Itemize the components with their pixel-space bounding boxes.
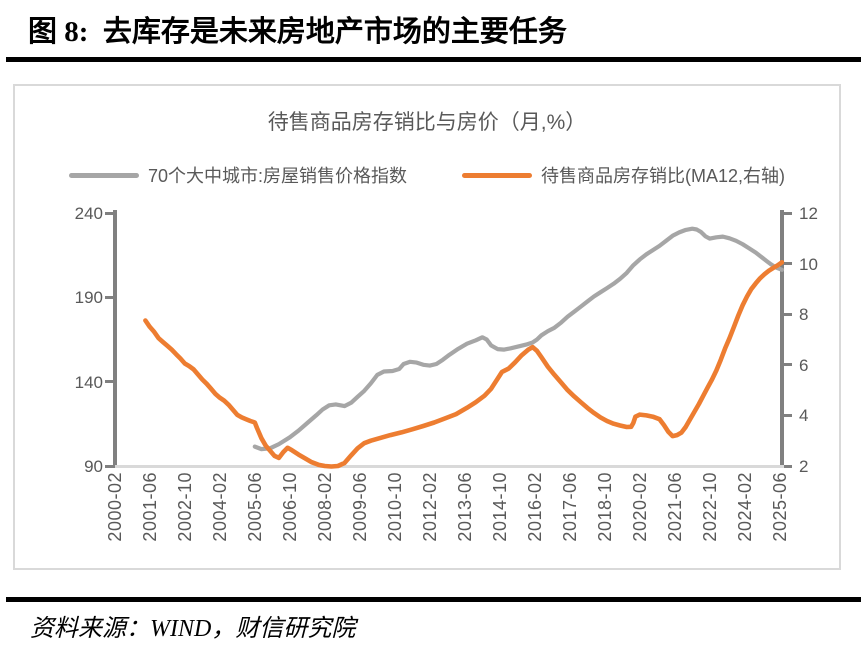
- header-rule: [6, 57, 861, 62]
- legend-label-inventory-ratio: 待售商品房存销比(MA12,右轴): [541, 166, 786, 186]
- left-axis-tick-label: 90: [84, 457, 103, 476]
- x-axis-tick-label: 2022-10: [700, 472, 720, 542]
- x-axis-tick-label: 2010-10: [385, 472, 405, 542]
- left-axis-tick-label: 140: [74, 372, 103, 392]
- chart-legend: 70个大中城市:房屋销售价格指数 待售商品房存销比(MA12,右轴): [15, 162, 839, 188]
- x-axis-tick-label: 2025-06: [770, 472, 790, 542]
- series-line-price-index: [252, 226, 785, 452]
- right-axis-tick: [784, 413, 792, 417]
- x-axis-tick-label: 2000-02: [105, 472, 125, 542]
- left-axis-tick: [105, 295, 113, 299]
- right-axis-tick: [784, 262, 792, 266]
- x-axis-tick-label: 2009-06: [350, 472, 370, 542]
- left-axis-tick-label: 190: [74, 288, 103, 308]
- legend-item-inventory-ratio: 待售商品房存销比(MA12,右轴): [462, 162, 785, 188]
- x-axis-tick-label: 2016-02: [525, 472, 545, 542]
- left-axis-tick: [105, 380, 113, 384]
- right-axis-tick: [784, 363, 792, 367]
- right-axis-line: [780, 210, 784, 468]
- x-axis-tick-label: 2001-06: [140, 472, 160, 542]
- x-axis-tick-label: 2014-10: [490, 472, 510, 542]
- plot-area: 240 190 140 90 12 10 8 6 4 2 2000-02 2001-06 2002-10…: [15, 86, 839, 568]
- right-axis-tick-label: 6: [799, 355, 809, 375]
- x-axis-tick-label: 2002-10: [175, 472, 195, 542]
- chart-title: 待售商品房存销比与房价（月,%）: [267, 111, 587, 134]
- right-axis-tick: [784, 312, 792, 316]
- x-axis-tick-label: 2021-06: [665, 472, 685, 542]
- source-note: 资料来源：WIND，财信研究院: [30, 616, 356, 642]
- orange-line-swatch-icon: [462, 172, 532, 178]
- x-axis-baseline: [115, 465, 784, 468]
- chart-card: 待售商品房存销比与房价（月,%） 70个大中城市:房屋销售价格指数 待售商品房存…: [13, 84, 841, 570]
- x-axis-tick-label: 2017-06: [560, 472, 580, 542]
- x-axis-tick-label: 2008-02: [315, 472, 335, 542]
- figure-title: 图 8: 去库存是未来房地产市场的主要任务: [28, 16, 567, 48]
- right-axis-tick-label: 10: [799, 254, 818, 274]
- x-axis-tick-label: 2012-02: [420, 472, 440, 542]
- left-axis-tick: [105, 211, 113, 215]
- right-axis-tick-label: 8: [799, 305, 809, 325]
- legend-label-price-index: 70个大中城市:房屋销售价格指数: [147, 166, 407, 186]
- right-axis-tick: [784, 464, 792, 468]
- footer-rule: [6, 597, 861, 602]
- x-axis-tick-label: 2018-10: [595, 472, 615, 542]
- right-axis-tick-label: 12: [799, 204, 818, 223]
- x-axis-tick-label: 2004-02: [210, 472, 230, 542]
- x-axis-tick-label: 2020-02: [630, 472, 650, 542]
- line-chart-canvas: [143, 226, 785, 469]
- right-axis-tick-label: 2: [799, 457, 809, 476]
- right-axis-tick: [784, 211, 792, 215]
- x-axis-tick-label: 2024-02: [735, 472, 755, 542]
- gray-line-swatch-icon: [68, 172, 139, 178]
- x-axis-tick-label: 2005-06: [245, 472, 265, 542]
- left-axis-tick-label: 240: [74, 204, 103, 223]
- left-axis-line: [113, 210, 117, 468]
- left-axis-tick: [105, 464, 113, 468]
- series-line-inventory-ratio: [143, 259, 785, 469]
- right-axis-tick-label: 4: [799, 406, 809, 426]
- x-axis-tick-label: 2013-06: [455, 472, 475, 542]
- x-axis-tick-label: 2006-10: [280, 472, 300, 542]
- legend-item-price-index: 70个大中城市:房屋销售价格指数: [68, 162, 407, 188]
